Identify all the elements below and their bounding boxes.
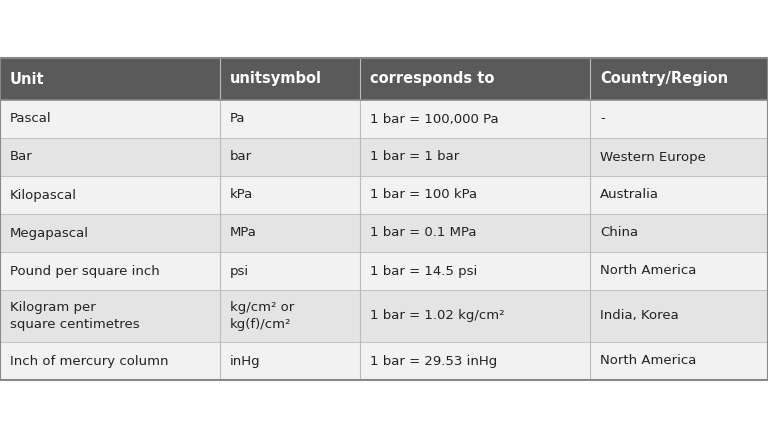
- Text: Megapascal: Megapascal: [10, 226, 89, 239]
- Text: Country/Region: Country/Region: [600, 72, 728, 86]
- Text: Bar: Bar: [10, 150, 33, 163]
- Bar: [0, 342, 768, 380]
- Bar: [0, 214, 768, 252]
- Text: kPa: kPa: [230, 188, 253, 201]
- Text: 1 bar = 14.5 psi: 1 bar = 14.5 psi: [370, 264, 477, 277]
- Text: kg/cm² or
kg(f)/cm²: kg/cm² or kg(f)/cm²: [230, 301, 294, 331]
- Bar: [0, 58, 768, 380]
- Text: India, Korea: India, Korea: [600, 309, 679, 323]
- Text: corresponds to: corresponds to: [370, 72, 495, 86]
- Text: Australia: Australia: [600, 188, 659, 201]
- Text: psi: psi: [230, 264, 249, 277]
- Bar: [0, 290, 768, 342]
- Bar: [0, 252, 768, 290]
- Text: Pound per square inch: Pound per square inch: [10, 264, 160, 277]
- Text: 1 bar = 100 kPa: 1 bar = 100 kPa: [370, 188, 477, 201]
- Text: Kilogram per
square centimetres: Kilogram per square centimetres: [10, 301, 140, 331]
- Bar: [0, 58, 768, 100]
- Text: 1 bar = 1.02 kg/cm²: 1 bar = 1.02 kg/cm²: [370, 309, 505, 323]
- Text: inHg: inHg: [230, 355, 260, 368]
- Text: unitsymbol: unitsymbol: [230, 72, 322, 86]
- Bar: [0, 138, 768, 176]
- Text: bar: bar: [230, 150, 252, 163]
- Text: 1 bar = 0.1 MPa: 1 bar = 0.1 MPa: [370, 226, 476, 239]
- Text: Pascal: Pascal: [10, 112, 51, 126]
- Text: Pa: Pa: [230, 112, 246, 126]
- Text: 1 bar = 1 bar: 1 bar = 1 bar: [370, 150, 459, 163]
- Bar: [0, 176, 768, 214]
- Text: MPa: MPa: [230, 226, 257, 239]
- Text: Unit: Unit: [10, 72, 45, 86]
- Text: 1 bar = 29.53 inHg: 1 bar = 29.53 inHg: [370, 355, 497, 368]
- Text: -: -: [600, 112, 604, 126]
- Text: China: China: [600, 226, 638, 239]
- Text: Inch of mercury column: Inch of mercury column: [10, 355, 168, 368]
- Text: Western Europe: Western Europe: [600, 150, 706, 163]
- Text: 1 bar = 100,000 Pa: 1 bar = 100,000 Pa: [370, 112, 498, 126]
- Text: North America: North America: [600, 264, 697, 277]
- Text: North America: North America: [600, 355, 697, 368]
- Text: Kilopascal: Kilopascal: [10, 188, 77, 201]
- Bar: [0, 100, 768, 138]
